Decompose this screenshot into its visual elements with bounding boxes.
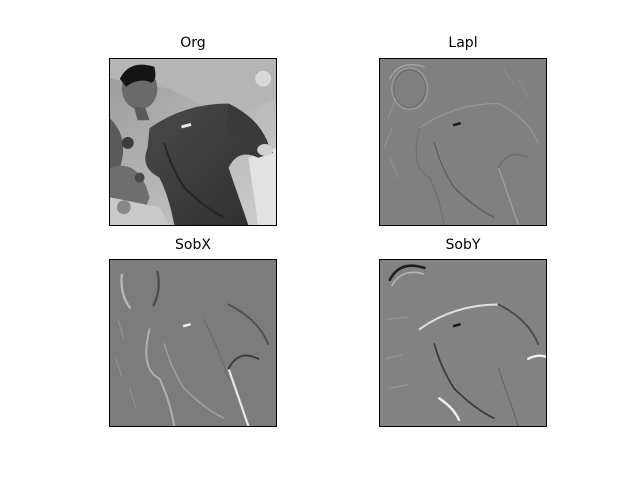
lapl-edge-image	[380, 59, 546, 225]
sobx-image-panel	[109, 259, 277, 427]
soby-edge-image	[380, 260, 546, 426]
panel-title-soby: SobY	[445, 237, 481, 253]
lapl-image-panel	[379, 58, 547, 226]
org-image-panel	[109, 58, 277, 226]
org-photo	[110, 59, 276, 225]
sobx-edge-image	[110, 260, 276, 426]
soby-image-panel	[379, 259, 547, 427]
panel-title-sobx: SobX	[175, 237, 211, 253]
panel-title-lapl: Lapl	[448, 35, 478, 51]
panel-title-org: Org	[180, 35, 206, 51]
